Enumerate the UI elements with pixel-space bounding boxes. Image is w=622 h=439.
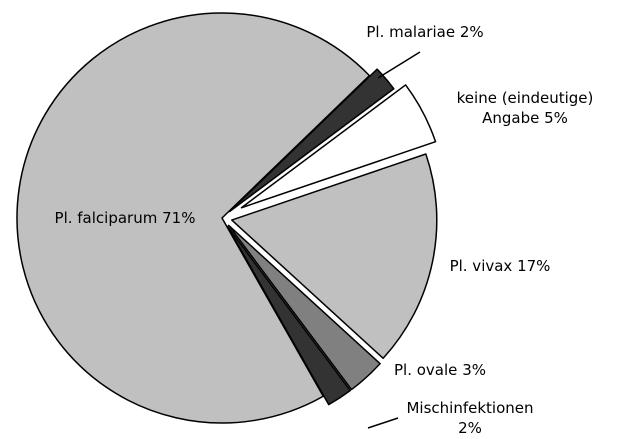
- label-box: Pl. malariae 2%: [340, 22, 510, 42]
- category-label: Pl. malariae: [366, 23, 456, 41]
- pie-slice: [231, 153, 438, 360]
- category-label: Pl. falciparum: [54, 209, 158, 227]
- slice-label: Mischinfektionen 2%: [395, 398, 545, 438]
- category-label: Mischinfektionen: [406, 399, 534, 417]
- label-box: Pl. ovale 3%: [375, 360, 505, 380]
- label-box: Mischinfektionen 2%: [395, 398, 545, 438]
- slice-label: Pl. ovale 3%: [375, 360, 505, 380]
- pie-slice: [227, 224, 381, 391]
- pie-slice: [228, 68, 395, 213]
- value-label: 71%: [162, 209, 196, 227]
- value-label: 2%: [458, 419, 482, 437]
- slice-label: Pl. falciparum 71%: [30, 208, 220, 228]
- slice-label: Pl. vivax 17%: [430, 256, 570, 276]
- leader-line: [367, 417, 399, 429]
- category-label: Pl. vivax: [449, 257, 513, 275]
- label-box: keine (eindeutige) Angabe 5%: [440, 88, 610, 128]
- pie-slice: [16, 12, 371, 424]
- pie-slice: [240, 84, 437, 209]
- value-label: 2%: [459, 23, 484, 41]
- leader-line: [377, 51, 421, 79]
- category-label: keine (eindeutige) Angabe: [456, 89, 594, 127]
- value-label: 17%: [517, 257, 551, 275]
- label-box: Pl. vivax 17%: [430, 256, 570, 276]
- value-label: 5%: [544, 109, 568, 127]
- pie-slice: [226, 225, 352, 406]
- category-label: Pl. ovale: [394, 361, 458, 379]
- label-box: Pl. falciparum 71%: [30, 208, 220, 228]
- slice-label: Pl. malariae 2%: [340, 22, 510, 42]
- slice-label: keine (eindeutige) Angabe 5%: [440, 88, 610, 128]
- value-label: 3%: [462, 361, 486, 379]
